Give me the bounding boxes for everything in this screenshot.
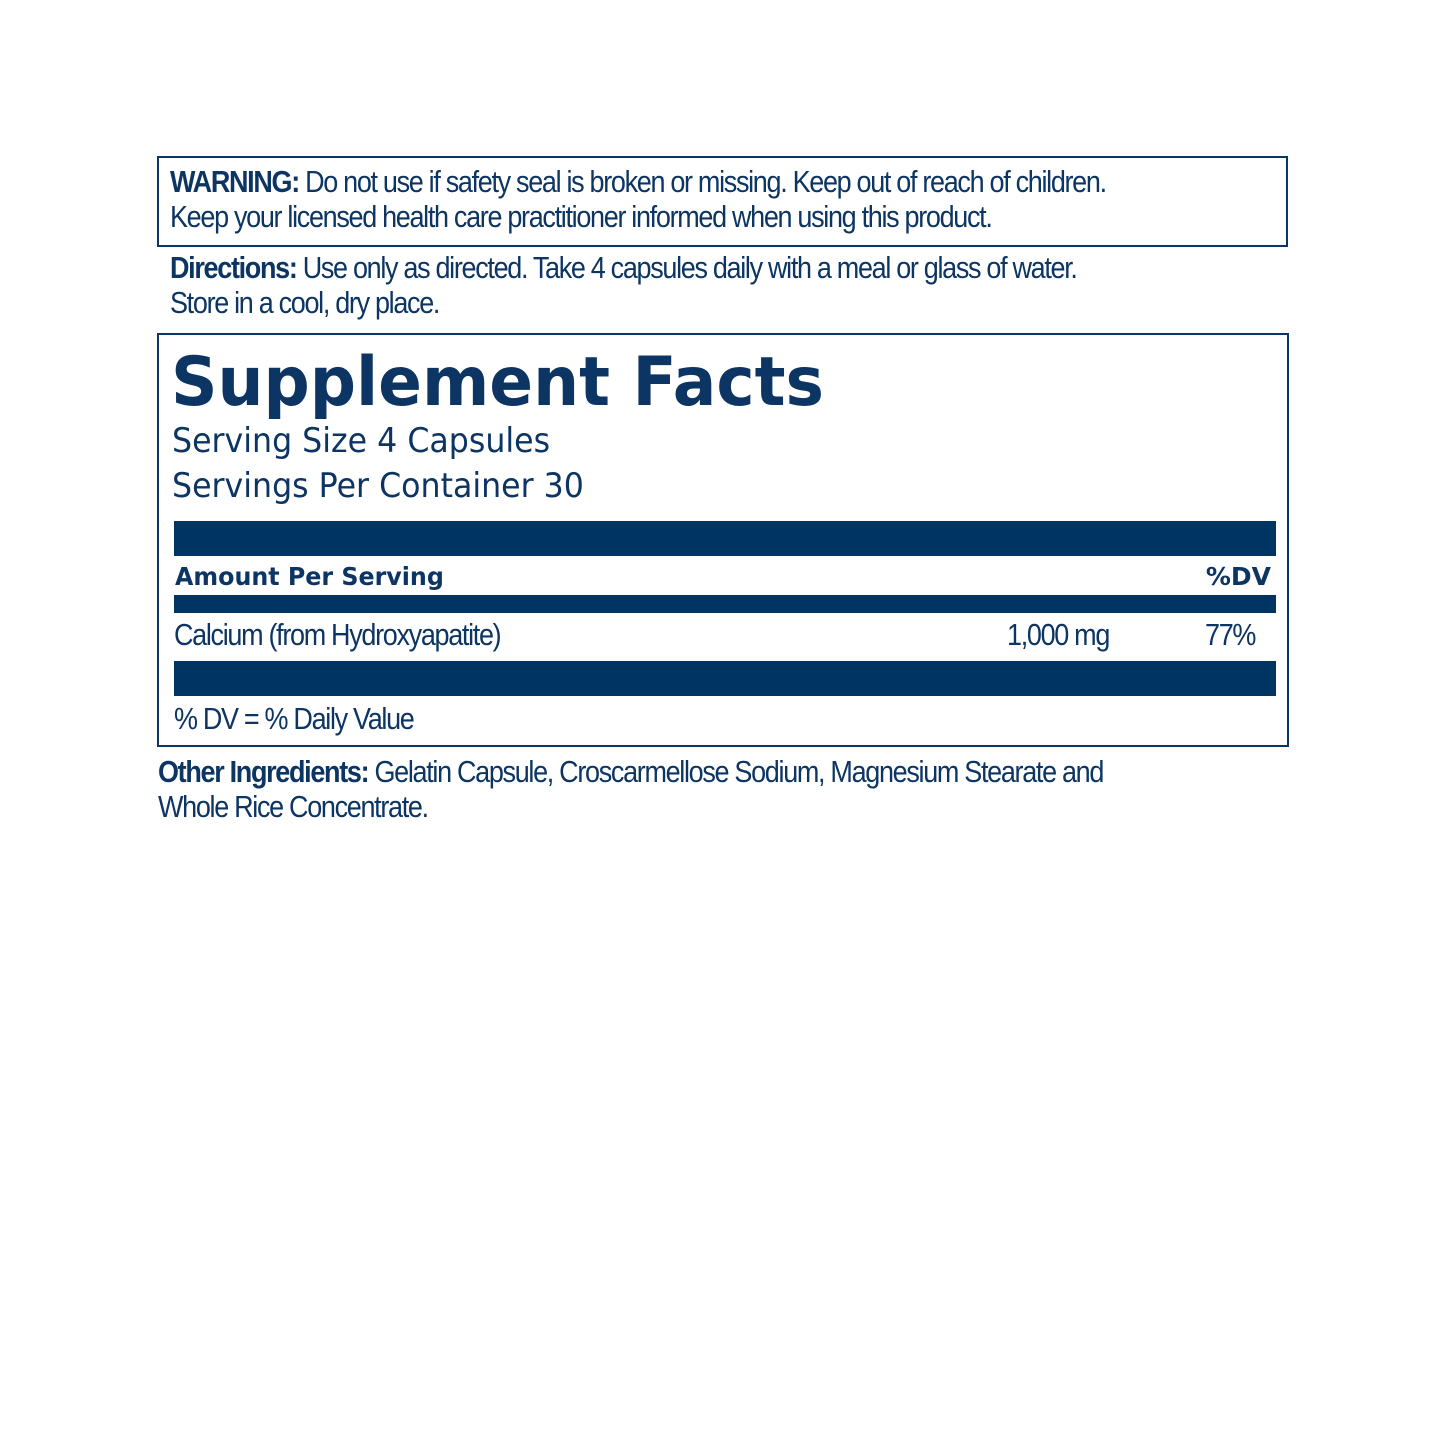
dv-footnote: % DV = % Daily Value bbox=[174, 701, 415, 736]
dv-header: %DV bbox=[1205, 562, 1271, 591]
nutrient-name: Calcium (from Hydroxyapatite) bbox=[174, 617, 502, 652]
thick-divider bbox=[174, 521, 1276, 556]
medium-divider bbox=[174, 595, 1276, 613]
serving-size: Serving Size 4 Capsules bbox=[172, 421, 551, 461]
other-ingredients-line-1: Other Ingredients: Gelatin Capsule, Cros… bbox=[158, 754, 1104, 789]
warning-line-2: Keep your licensed health care practitio… bbox=[170, 199, 993, 234]
warning-line-1: WARNING: Do not use if safety seal is br… bbox=[170, 164, 1107, 199]
thick-divider-bottom bbox=[174, 661, 1276, 696]
supplement-facts-panel: Supplement Facts Serving Size 4 Capsules… bbox=[157, 333, 1289, 747]
facts-title: Supplement Facts bbox=[171, 343, 825, 422]
directions-line-2: Store in a cool, dry place. bbox=[170, 285, 440, 320]
warning-box: WARNING: Do not use if safety seal is br… bbox=[157, 156, 1288, 247]
servings-per-container: Servings Per Container 30 bbox=[172, 466, 584, 506]
other-ingredients-line-2: Whole Rice Concentrate. bbox=[158, 789, 429, 824]
amount-header: Amount Per Serving bbox=[175, 562, 444, 591]
nutrient-dv: 77% bbox=[1205, 617, 1256, 652]
nutrient-amount: 1,000 mg bbox=[1007, 617, 1110, 652]
directions-line-1: Directions: Use only as directed. Take 4… bbox=[170, 250, 1078, 285]
